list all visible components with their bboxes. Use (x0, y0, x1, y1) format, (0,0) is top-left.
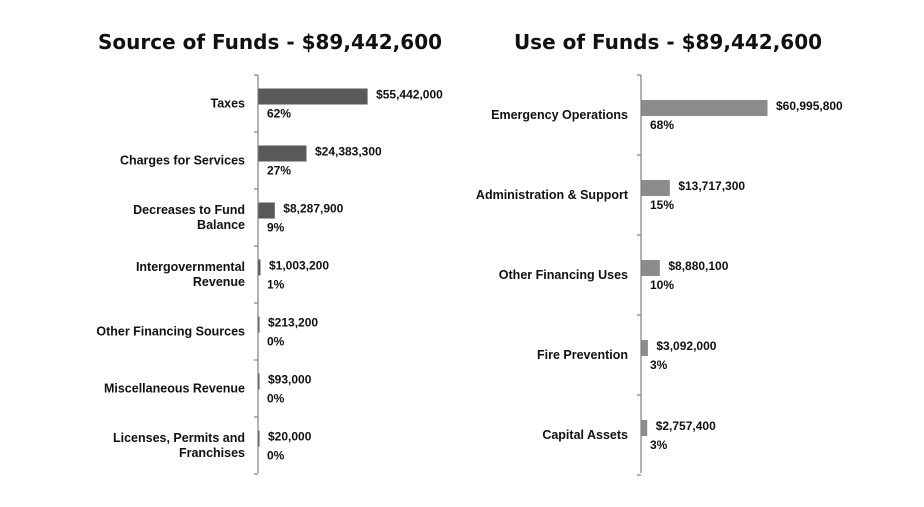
use-category-label-line: Capital Assets (542, 428, 628, 442)
source-category-label: Miscellaneous Revenue (104, 382, 245, 396)
source-value-label: $1,003,200 (269, 259, 329, 273)
source-category-label: Taxes (210, 97, 245, 111)
use-percent-label: 3% (650, 438, 668, 452)
use-category-label-line: Other Financing Uses (499, 268, 628, 282)
use-category-label: Fire Prevention (537, 348, 628, 362)
use-category-label-line: Administration & Support (476, 188, 629, 202)
source-percent-label: 62% (267, 107, 291, 121)
source-category-label-line: Revenue (193, 275, 245, 289)
use-value-label: $60,995,800 (776, 99, 843, 113)
source-bar (258, 88, 368, 105)
use-category-label: Other Financing Uses (499, 268, 628, 282)
source-percent-label: 0% (267, 335, 285, 349)
source-percent-label: 1% (267, 278, 285, 292)
source-category-label-line: Other Financing Sources (96, 325, 245, 339)
use-chart-title: Use of Funds - $89,442,600 (514, 30, 822, 54)
use-bar (641, 420, 648, 436)
source-category-label: Decreases to Fund Balance (133, 203, 245, 232)
source-category-label-line: Licenses, Permits and (113, 431, 245, 445)
source-category-label-line: Taxes (210, 97, 245, 111)
source-category-label-line: Intergovernmental (136, 260, 245, 274)
source-chart-title: Source of Funds - $89,442,600 (98, 30, 442, 54)
source-category-label-line: Balance (197, 218, 245, 232)
source-percent-label: 0% (267, 449, 285, 463)
source-value-label: $8,287,900 (283, 202, 343, 216)
use-value-label: $13,717,300 (678, 179, 745, 193)
use-percent-label: 3% (650, 358, 668, 372)
source-category-label: Other Financing Sources (96, 325, 245, 339)
source-bar (258, 316, 260, 333)
source-bar (258, 202, 275, 219)
source-bar (258, 373, 260, 390)
use-percent-label: 15% (650, 198, 674, 212)
use-category-label: Capital Assets (542, 428, 628, 442)
use-value-label: $2,757,400 (656, 419, 716, 433)
source-percent-label: 27% (267, 164, 291, 178)
source-bar (258, 145, 307, 162)
use-bar (641, 340, 648, 356)
use-bar (641, 180, 670, 196)
source-value-label: $55,442,000 (376, 88, 443, 102)
source-category-label-line: Franchises (179, 446, 245, 460)
use-bar (641, 100, 768, 116)
source-value-label: $24,383,300 (315, 145, 382, 159)
source-percent-label: 0% (267, 392, 285, 406)
use-bar (641, 260, 660, 276)
use-category-label: Emergency Operations (491, 108, 628, 122)
use-category-label-line: Emergency Operations (491, 108, 628, 122)
use-category-label-line: Fire Prevention (537, 348, 628, 362)
source-category-label: Charges for Services (120, 154, 245, 168)
use-category-label: Administration & Support (476, 188, 629, 202)
source-category-label-line: Miscellaneous Revenue (104, 382, 245, 396)
source-value-label: $20,000 (268, 430, 312, 444)
source-category-label-line: Charges for Services (120, 154, 245, 168)
use-percent-label: 10% (650, 278, 674, 292)
source-category-label: Licenses, Permits and Franchises (113, 431, 245, 460)
source-bar (258, 259, 261, 276)
source-percent-label: 9% (267, 221, 285, 235)
use-value-label: $8,880,100 (668, 259, 728, 273)
use-value-label: $3,092,000 (656, 339, 716, 353)
source-bar (258, 430, 260, 447)
source-category-label: Intergovernmental Revenue (136, 260, 245, 289)
source-category-label-line: Decreases to Fund (133, 203, 245, 217)
use-percent-label: 68% (650, 118, 674, 132)
source-value-label: $213,200 (268, 316, 318, 330)
source-value-label: $93,000 (268, 373, 312, 387)
